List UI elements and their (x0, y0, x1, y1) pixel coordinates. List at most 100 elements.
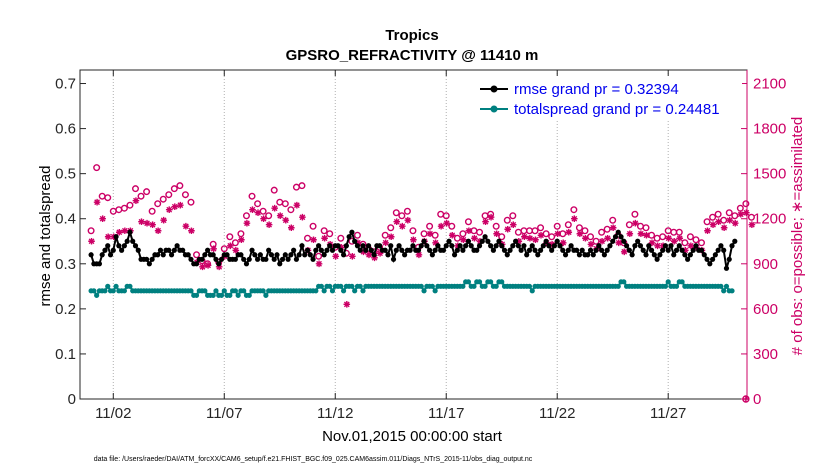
series-point-rmse (560, 247, 566, 253)
series-point-rmse (105, 243, 111, 249)
series-point-rmse (121, 243, 127, 249)
obs-possible-marker (337, 234, 345, 242)
series-point-rmse (557, 243, 563, 249)
obs-assimilated-marker (238, 236, 245, 244)
series-point-rmse (701, 252, 707, 258)
series-point-totalspread (121, 288, 127, 294)
obs-assimilated-marker (509, 221, 517, 229)
obs-assimilated-marker (321, 234, 328, 242)
series-point-rmse (119, 247, 125, 253)
obs-assimilated-marker (387, 233, 395, 241)
series-point-totalspread (113, 283, 119, 289)
obs-assimilated-marker (154, 227, 162, 235)
series-point-rmse (285, 256, 291, 262)
series-point-rmse (662, 243, 669, 249)
obs-possible-marker (570, 206, 578, 214)
obs-possible-marker (220, 245, 228, 253)
series-point-rmse (168, 252, 175, 258)
series-point-rmse (393, 247, 399, 253)
obs-possible-marker (159, 195, 167, 203)
obs-assimilated-marker (565, 228, 573, 236)
series-point-totalspread (352, 288, 358, 294)
obs-assimilated-marker (709, 221, 717, 229)
series-point-rmse (490, 247, 497, 253)
obs-possible-marker (309, 222, 317, 230)
x-ticks: 11/02 11/07 11/12 11/17 11/22 11/27 (95, 70, 686, 422)
series-point-rmse (496, 238, 502, 244)
series-point-rmse (399, 247, 405, 253)
series-lines (88, 228, 738, 298)
obs-assimilated-marker (215, 263, 223, 271)
obs-possible-marker (242, 212, 250, 220)
obs-possible-marker (548, 233, 556, 241)
obs-assimilated-marker (432, 239, 439, 247)
series-point-rmse (665, 247, 671, 253)
y-tick-label: 0.6 (55, 121, 76, 138)
series-point-rmse (371, 252, 377, 258)
legend-label-spread: totalspread grand pr = 0.24481 (514, 101, 720, 118)
series-point-totalspread (105, 283, 111, 289)
obs-assimilated-marker (138, 218, 145, 226)
series-point-totalspread (338, 283, 344, 289)
obs-assimilated-marker (532, 236, 539, 244)
obs-assimilated-marker (437, 222, 445, 230)
obs-possible-marker (709, 213, 717, 221)
series-point-rmse (243, 261, 250, 267)
obs-possible-marker (226, 233, 234, 241)
obs-assimilated-marker (93, 198, 101, 206)
obs-possible-marker (287, 206, 295, 214)
series-point-rmse (202, 252, 208, 258)
obs-assimilated-marker (670, 237, 678, 245)
obs-possible-marker (93, 164, 101, 172)
obs-possible-marker (464, 218, 472, 226)
series-point-rmse (127, 229, 133, 235)
series-point-rmse (715, 247, 721, 253)
series-point-totalspread (193, 292, 200, 298)
obs-assimilated-marker (654, 242, 661, 250)
obs-assimilated-marker (232, 246, 240, 254)
obs-assimilated-marker (487, 213, 495, 221)
obs-assimilated-marker (604, 234, 611, 242)
series-point-rmse (626, 247, 632, 253)
series-point-rmse (643, 252, 649, 258)
obs-assimilated-marker (188, 227, 195, 235)
series-point-totalspread (102, 288, 108, 294)
series-point-rmse (363, 247, 369, 253)
obs-assimilated-marker (504, 225, 512, 233)
obs-assimilated-marker (526, 234, 534, 242)
series-point-rmse (632, 243, 638, 249)
series-point-rmse (551, 243, 558, 249)
y-tick-label: 0.2 (55, 301, 76, 318)
obs-possible-marker (281, 200, 289, 208)
series-point-totalspread (246, 292, 252, 298)
series-point-totalspread (232, 288, 238, 294)
series-point-rmse (718, 243, 724, 249)
series-point-rmse (443, 243, 449, 249)
obs-assimilated-marker (559, 239, 567, 247)
series-point-rmse (729, 243, 735, 249)
series-point-totalspread (460, 283, 466, 289)
series-point-rmse (224, 252, 230, 258)
obs-possible-marker (747, 213, 755, 221)
series-point-totalspread (313, 288, 319, 294)
obs-possible-marker (381, 231, 389, 239)
obs-assimilated-marker (626, 230, 634, 238)
obs-assimilated-marker (160, 216, 167, 224)
obs-possible-marker (98, 192, 106, 200)
obs-possible-marker (442, 212, 450, 220)
series-point-rmse (146, 261, 152, 267)
series-point-totalspread (218, 292, 225, 298)
series-point-rmse (524, 252, 530, 258)
series-point-totalspread (721, 288, 727, 294)
obs-possible-marker (276, 198, 284, 206)
series-point-rmse (604, 247, 610, 253)
series-point-rmse (646, 243, 652, 249)
obs-possible-marker (398, 212, 406, 220)
obs-possible-marker (736, 204, 744, 212)
x-tick-label: 11/07 (206, 405, 242, 422)
obs-assimilated-marker (310, 236, 317, 244)
series-point-rmse (327, 243, 333, 249)
series-point-totalspread (418, 283, 424, 289)
obs-assimilated-marker (720, 224, 728, 232)
obs-assimilated-marker (204, 261, 212, 269)
